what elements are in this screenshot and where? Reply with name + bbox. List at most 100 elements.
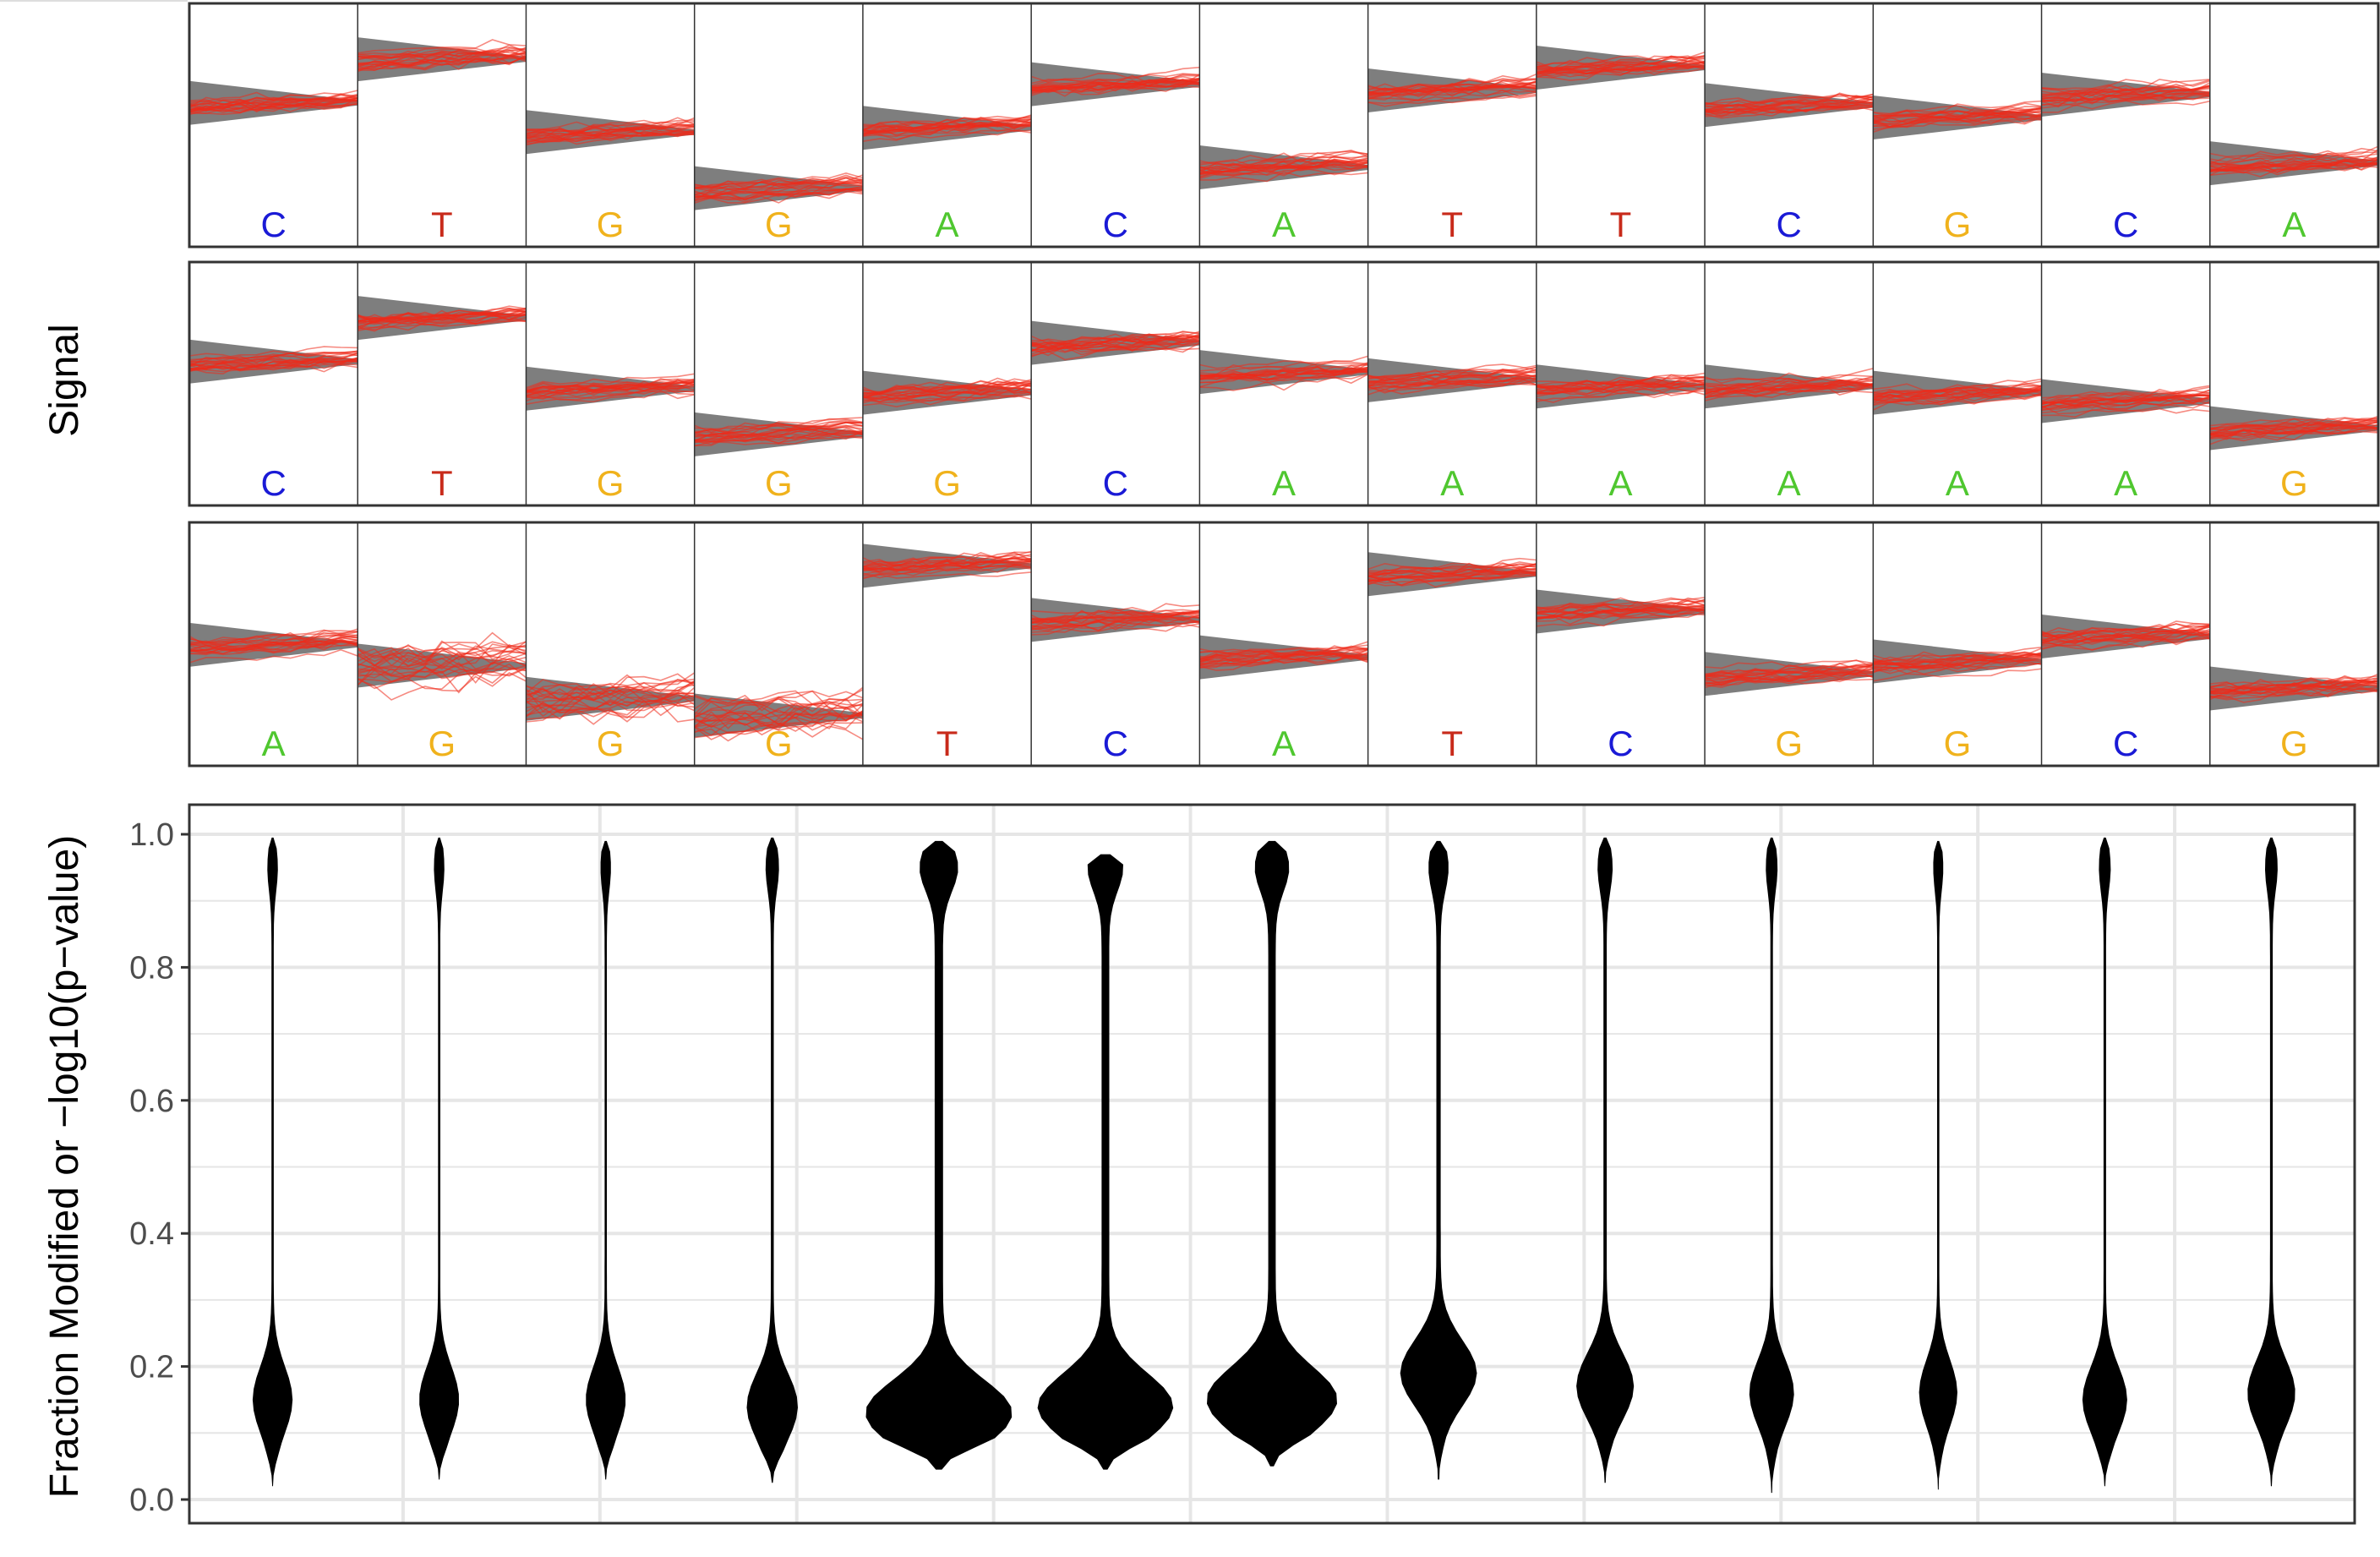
signal-trace xyxy=(1199,355,1368,369)
y-tick-label: 0.2 xyxy=(129,1350,174,1385)
signal-trace xyxy=(357,671,527,701)
signal-trace xyxy=(694,711,863,730)
signal-trace xyxy=(1705,381,1874,393)
violin-12 xyxy=(2082,837,2127,1487)
signal-column xyxy=(1199,635,1368,680)
nucleotide-label: G xyxy=(2280,463,2308,503)
signal-trace xyxy=(357,640,527,667)
signal-trace xyxy=(862,120,1032,134)
signal-trace xyxy=(1367,94,1537,105)
nucleotide-label: C xyxy=(1103,205,1128,244)
signal-trace xyxy=(2041,79,2211,92)
nucleotide-label: C xyxy=(1103,463,1128,503)
signal-trace xyxy=(2209,678,2379,695)
signal-trace xyxy=(1199,374,1368,391)
signal-trace xyxy=(526,378,695,391)
signal-trace xyxy=(1367,81,1537,100)
signal-trace xyxy=(1705,384,1874,396)
signal-trace xyxy=(1705,668,1874,686)
signal-column xyxy=(357,296,527,341)
violin-panel: 0.0 0.2 0.4 0.6 0.8 1.0 xyxy=(129,803,2356,1525)
signal-trace xyxy=(358,313,527,325)
y-tick-label: 0.4 xyxy=(129,1216,174,1252)
signal-column xyxy=(1872,96,2042,139)
signal-trace xyxy=(694,432,863,443)
signal-trace xyxy=(1704,381,1874,395)
signal-trace xyxy=(2041,396,2211,408)
signal-trace xyxy=(2209,161,2379,174)
signal-trace xyxy=(1704,669,1874,689)
signal-trace xyxy=(862,387,1032,402)
signal-trace xyxy=(1367,79,1537,94)
signal-column xyxy=(1030,320,1200,365)
signal-trace xyxy=(1536,607,1706,620)
signal-trace xyxy=(862,571,1032,579)
signal-trace xyxy=(1704,368,1874,384)
signal-trace xyxy=(1031,612,1200,628)
signal-trace xyxy=(526,678,695,696)
signal-panel-border xyxy=(188,260,2380,507)
signal-trace xyxy=(526,378,695,396)
signal-trace xyxy=(188,352,358,366)
signal-trace xyxy=(1367,561,1537,572)
signal-trace xyxy=(1536,597,1706,609)
signal-trace xyxy=(1536,597,1706,612)
signal-trace xyxy=(862,560,1032,573)
violin-4 xyxy=(746,837,798,1483)
signal-trace xyxy=(526,702,696,723)
signal-trace xyxy=(862,556,1032,570)
signal-trace xyxy=(526,119,695,134)
signal-trace xyxy=(1536,388,1706,402)
signal-trace xyxy=(1199,150,1368,166)
nucleotide-label: G xyxy=(933,463,961,503)
signal-trace xyxy=(1536,611,1706,627)
signal-trace xyxy=(1873,112,2042,125)
signal-trace xyxy=(1367,565,1537,578)
signal-column xyxy=(1367,68,1537,113)
signal-column xyxy=(1872,370,2042,415)
violin-1 xyxy=(252,837,293,1487)
signal-trace xyxy=(525,688,695,713)
signal-trace xyxy=(188,630,358,643)
signal-trace xyxy=(1030,341,1200,355)
signal-trace xyxy=(1873,662,2042,675)
signal-trace xyxy=(2041,623,2210,636)
signal-trace xyxy=(1367,369,1537,383)
signal-trace xyxy=(1031,79,1200,89)
signal-trace xyxy=(525,695,695,718)
signal-trace xyxy=(694,701,864,719)
signal-trace xyxy=(1031,345,1200,356)
signal-trace xyxy=(358,44,527,56)
y-tick-label: 0.0 xyxy=(129,1483,174,1518)
signal-trace xyxy=(2209,421,2379,434)
signal-trace xyxy=(694,697,863,718)
signal-trace xyxy=(358,666,527,680)
signal-trace xyxy=(2041,85,2210,96)
signal-trace xyxy=(357,305,527,324)
nucleotide-label: G xyxy=(1944,205,1972,244)
signal-trace xyxy=(694,181,863,199)
nucleotide-label: G xyxy=(597,724,625,763)
signal-trace xyxy=(1199,155,1368,170)
signal-column xyxy=(2209,406,2379,451)
violin-2 xyxy=(419,837,459,1480)
nucleotide-label: A xyxy=(2282,205,2306,244)
signal-trace xyxy=(862,383,1032,396)
nucleotide-label: A xyxy=(1608,463,1632,503)
y-tick-label: 0.8 xyxy=(129,950,174,986)
nucleotide-label: G xyxy=(765,463,793,503)
signal-trace xyxy=(526,380,695,392)
signal-trace xyxy=(2209,429,2379,445)
signal-trace xyxy=(1873,378,2042,392)
nucleotide-label: G xyxy=(429,724,456,763)
signal-trace xyxy=(2041,630,2210,643)
signal-trace xyxy=(694,186,864,201)
signal-trace xyxy=(1199,157,1368,175)
signal-panels: C T G G A C A T T C G C A C T G G G C A A A A A A G A G G G T C A T C G G C G xyxy=(188,2,2380,768)
signal-trace xyxy=(526,124,695,138)
nucleotide-label: A xyxy=(262,724,286,763)
signal-panel-border xyxy=(188,2,2380,249)
signal-trace xyxy=(1536,68,1706,81)
signal-trace xyxy=(2209,424,2379,440)
